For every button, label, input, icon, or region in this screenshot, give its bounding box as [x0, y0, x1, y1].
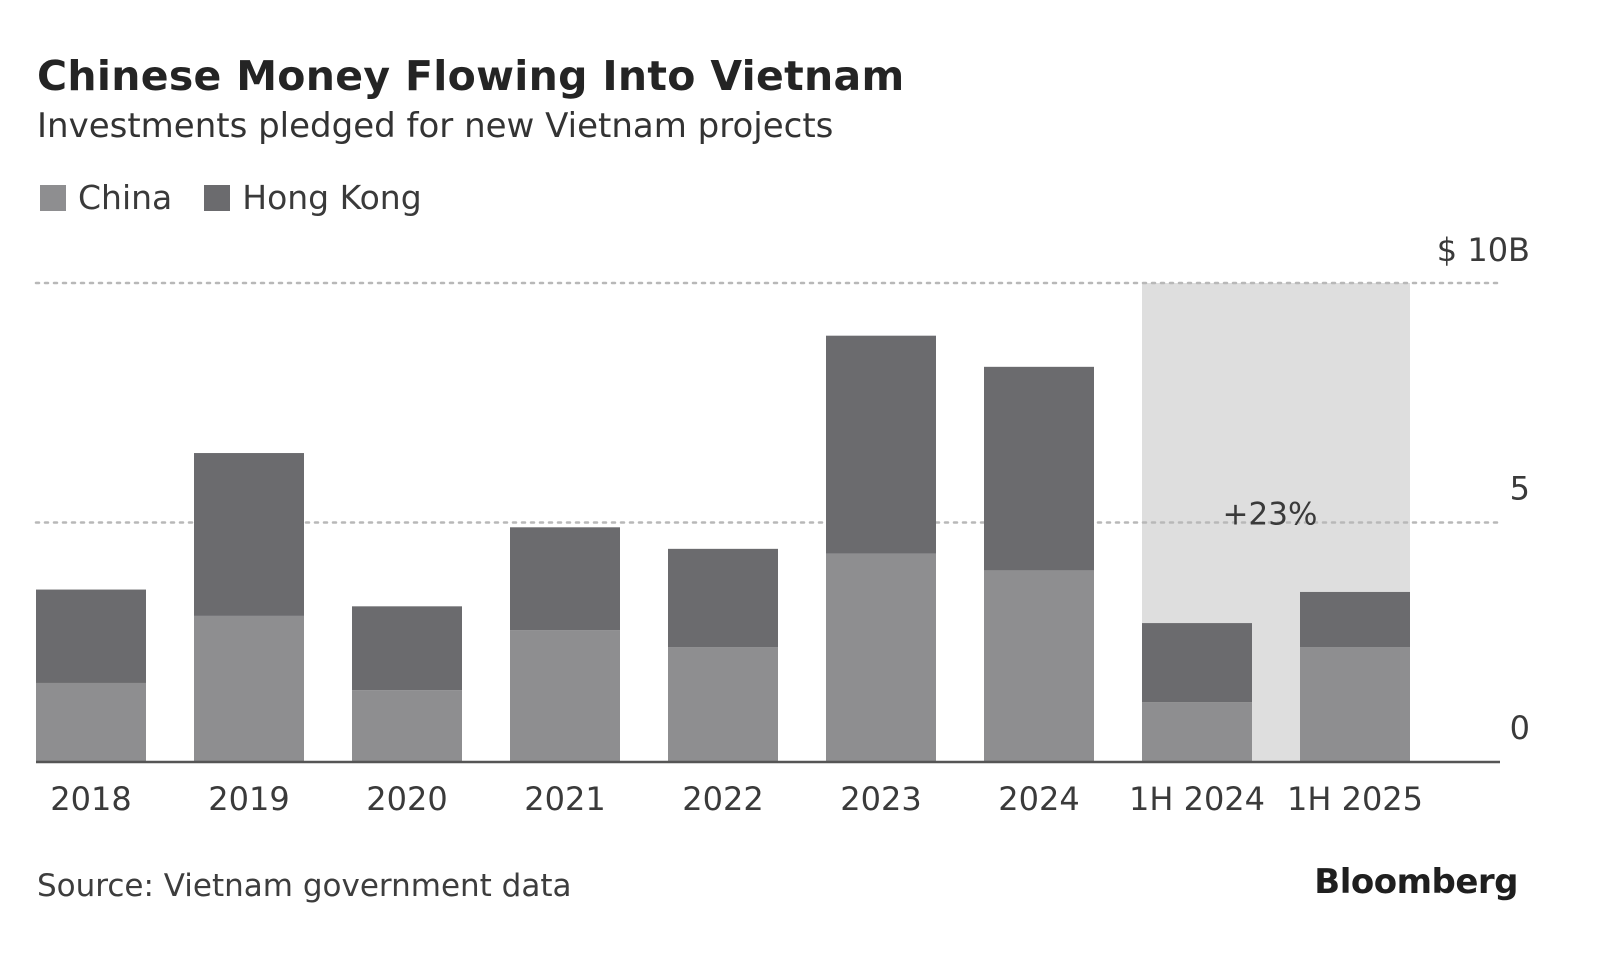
x-tick-label: 2018	[50, 780, 131, 818]
source-note: Source: Vietnam government data	[37, 868, 572, 904]
legend-swatch-hong-kong	[204, 184, 231, 211]
bar-china-2024	[984, 570, 1094, 762]
x-tick-label: 2024	[998, 780, 1079, 818]
bar-hong-kong-2018	[36, 589, 146, 683]
legend-item-hong-kong: Hong Kong	[204, 178, 422, 217]
bar-china-2023	[826, 553, 936, 762]
y-tick-label: 5	[1510, 470, 1530, 508]
x-tick-label: 2022	[682, 780, 763, 818]
y-tick-label: $ 10B	[1437, 231, 1530, 269]
bar-china-2018	[36, 682, 146, 762]
bar-hong-kong-2023	[826, 335, 936, 554]
bar-china-1h-2024	[1142, 702, 1252, 762]
legend-label-china: China	[78, 178, 173, 217]
bar-china-2022	[668, 647, 778, 762]
bar-china-2020	[352, 690, 462, 762]
legend-swatch-china	[40, 184, 66, 211]
bar-hong-kong-2021	[510, 527, 620, 631]
x-tick-label: 2019	[208, 780, 289, 818]
legend-item-china: China	[40, 178, 172, 217]
legend-label-hong-kong: Hong Kong	[242, 178, 422, 217]
bar-hong-kong-1h-2025	[1300, 591, 1410, 648]
bar-china-2021	[510, 630, 620, 762]
bar-hong-kong-2024	[984, 366, 1094, 571]
x-tick-label: 1H 2025	[1287, 780, 1423, 818]
chart-title: Chinese Money Flowing Into Vietnam	[37, 52, 905, 100]
bar-hong-kong-2020	[352, 606, 462, 691]
x-tick-label: 2023	[840, 780, 921, 818]
bar-hong-kong-1h-2024	[1142, 623, 1252, 703]
y-tick-label: 0	[1510, 709, 1530, 747]
bloomberg-logo: Bloomberg	[1314, 862, 1518, 902]
x-tick-label: 2020	[366, 780, 447, 818]
bar-china-1h-2025	[1300, 647, 1410, 762]
bar-hong-kong-2019	[194, 453, 304, 616]
legend: China Hong Kong	[40, 178, 454, 217]
bar-china-2019	[194, 615, 304, 762]
x-tick-label: 1H 2024	[1129, 780, 1265, 818]
chart-subtitle: Investments pledged for new Vietnam proj…	[37, 106, 834, 146]
x-tick-label: 2021	[524, 780, 605, 818]
growth-annotation: +23%	[1223, 497, 1318, 533]
bar-hong-kong-2022	[668, 548, 778, 648]
